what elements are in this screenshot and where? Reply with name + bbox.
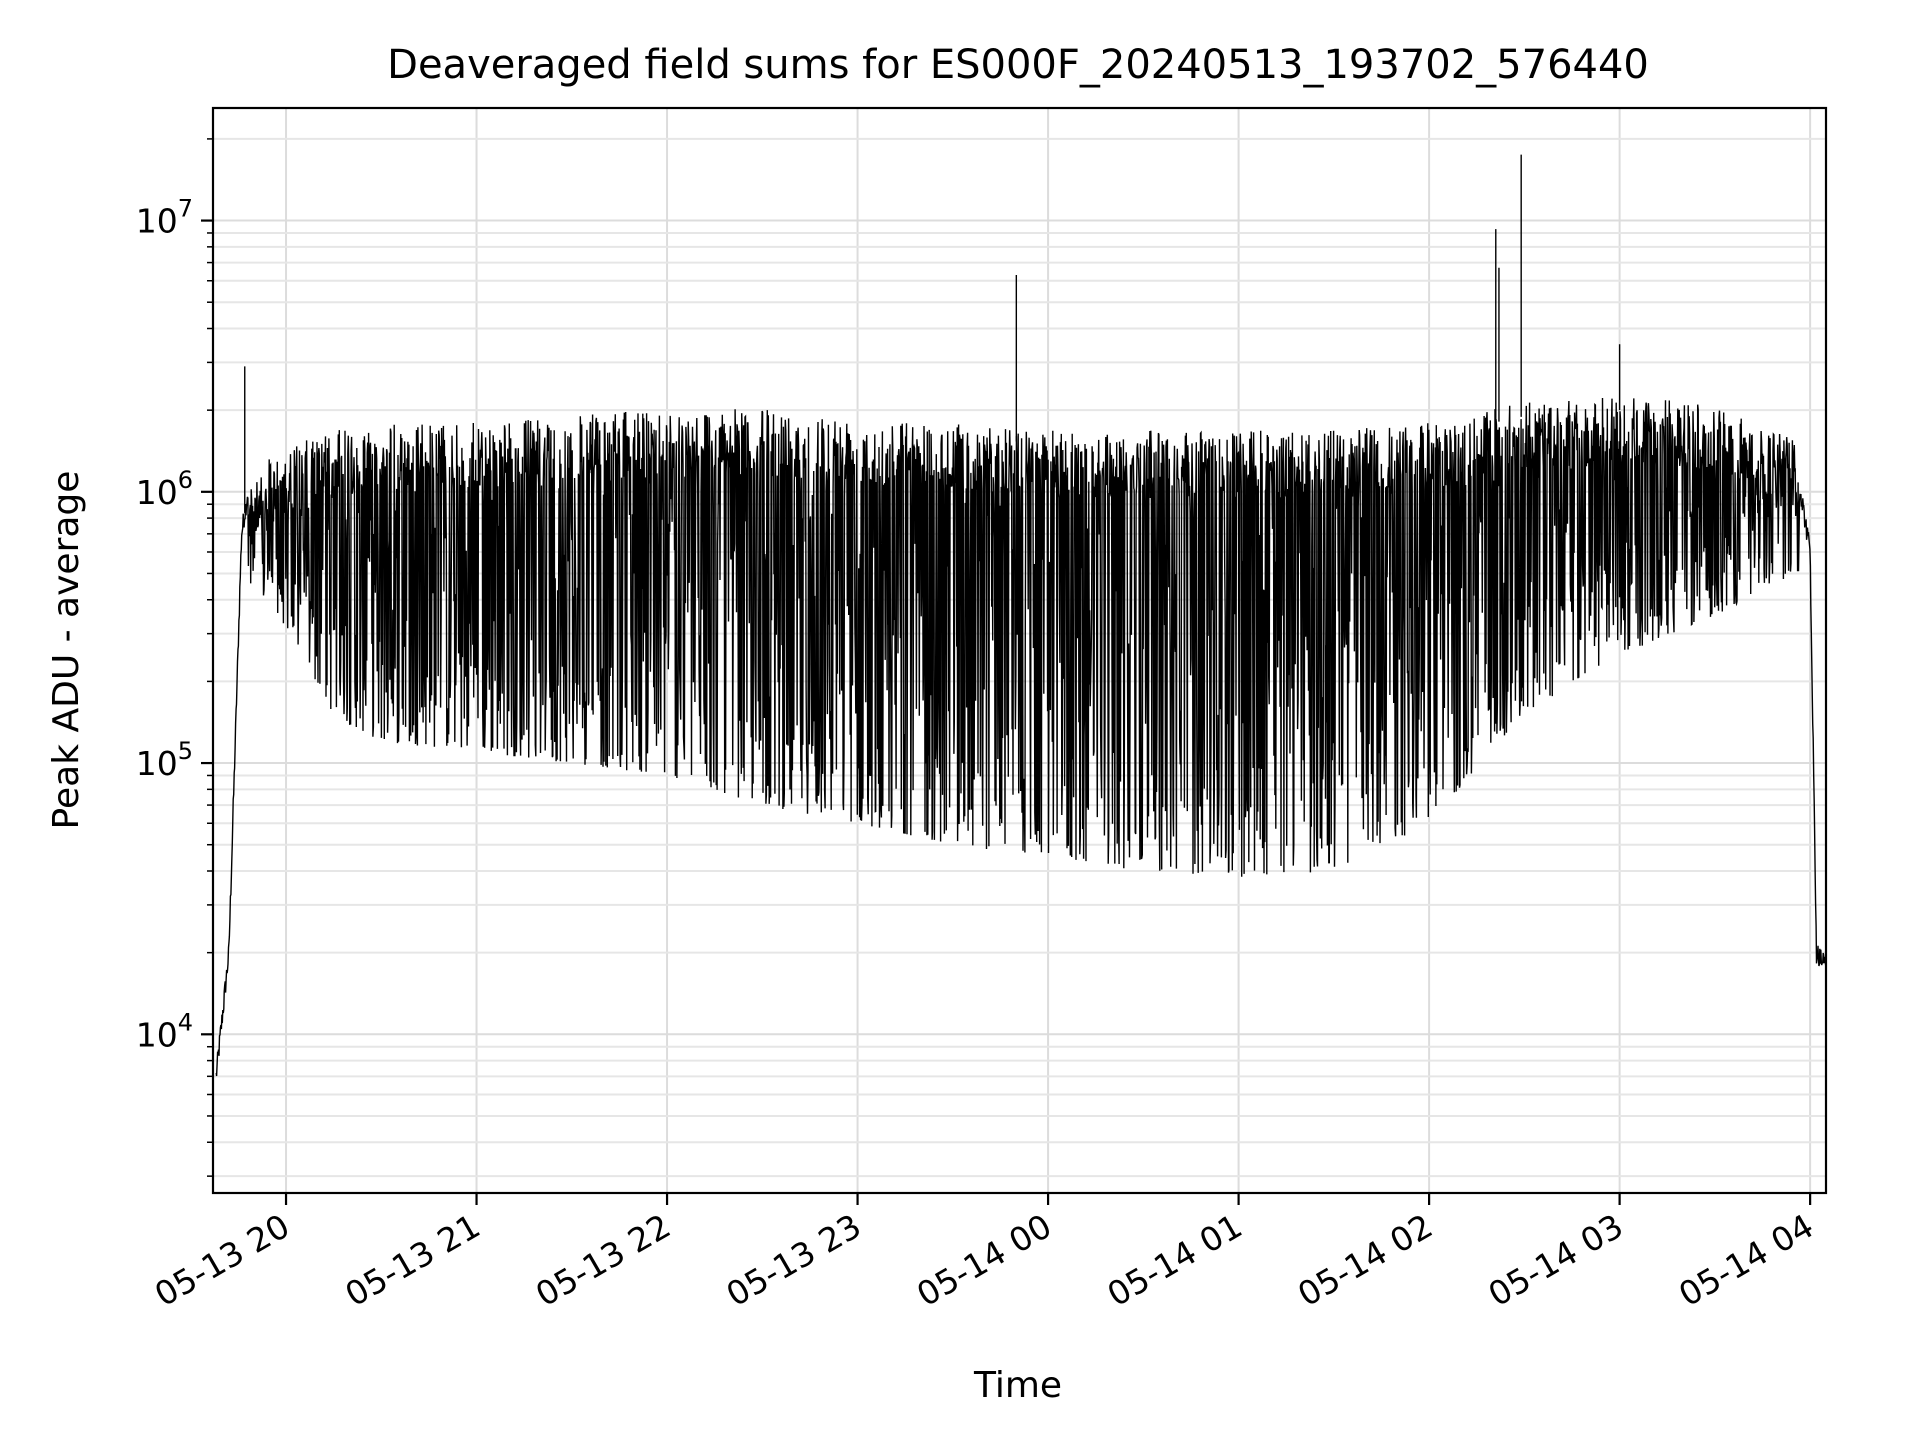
x-tick-label: 05-13 22 bbox=[529, 1206, 677, 1314]
y-tick-label: 106 bbox=[136, 466, 193, 512]
x-tick-label: 05-14 00 bbox=[910, 1206, 1058, 1314]
x-axis-label: Time bbox=[973, 1365, 1062, 1406]
x-tick-label: 05-14 01 bbox=[1101, 1206, 1249, 1314]
trace-layer bbox=[215, 154, 1827, 1077]
series-line bbox=[215, 397, 1827, 1077]
x-tick-label: 05-14 02 bbox=[1291, 1206, 1439, 1314]
x-tick-label: 05-13 21 bbox=[339, 1206, 487, 1314]
y-axis-label: Peak ADU - average bbox=[46, 471, 87, 830]
x-tick-label: 05-13 23 bbox=[720, 1206, 868, 1314]
y-tick-label: 107 bbox=[136, 195, 193, 241]
y-tick-label: 105 bbox=[136, 737, 193, 783]
x-tick-label: 05-14 03 bbox=[1482, 1206, 1630, 1314]
y-tick-label: 104 bbox=[136, 1008, 193, 1054]
x-tick-label: 05-14 04 bbox=[1672, 1206, 1820, 1314]
chart-title: Deaveraged field sums for ES000F_2024051… bbox=[387, 42, 1649, 88]
grid bbox=[213, 108, 1826, 1193]
x-tick-label: 05-13 20 bbox=[148, 1206, 296, 1314]
plot-frame bbox=[211, 106, 1828, 1195]
